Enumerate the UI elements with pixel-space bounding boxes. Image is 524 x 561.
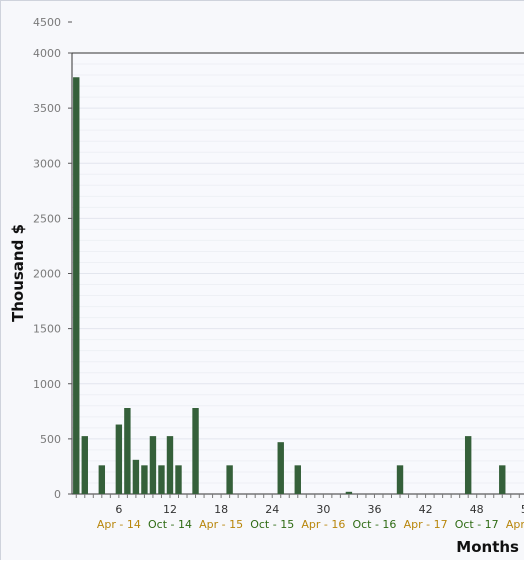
y-tick-label: 1000 <box>33 378 61 391</box>
bar <box>294 465 301 494</box>
bar <box>124 408 131 494</box>
bar <box>345 491 353 494</box>
x-tick-label: 30 <box>316 503 330 516</box>
x-tick-label: 24 <box>265 503 279 516</box>
bar <box>149 436 157 494</box>
x-tick-label: 54 <box>521 503 524 516</box>
y-tick-label: 1500 <box>33 323 61 336</box>
x-date-label: Apr - 16 <box>301 518 345 531</box>
x-date-label: Oct - 15 <box>250 518 294 531</box>
bar <box>175 465 182 494</box>
x-date-label: Oct - 14 <box>148 518 192 531</box>
x-date-label: Apr - 15 <box>199 518 243 531</box>
y-tick-label: 3000 <box>33 157 61 170</box>
bar <box>73 77 80 494</box>
y-tick-label: 500 <box>40 433 61 446</box>
bar <box>277 442 284 494</box>
y-tick-label: 2000 <box>33 268 61 281</box>
y-tick-label: 0 <box>54 488 61 501</box>
x-tick-label: 36 <box>367 503 381 516</box>
y-axis-title: Thousand $ <box>9 224 27 322</box>
bar <box>192 408 199 494</box>
bar <box>115 424 123 494</box>
bar <box>132 459 140 494</box>
bar <box>141 465 148 494</box>
y-tick-label: 4500 <box>33 16 61 29</box>
x-date-label: Apr - 17 <box>404 518 448 531</box>
bar <box>226 465 233 494</box>
bar <box>499 465 506 494</box>
x-tick-label: 18 <box>214 503 228 516</box>
x-tick-label: 6 <box>115 503 122 516</box>
bar <box>81 436 88 494</box>
x-date-label: Oct - 16 <box>352 518 396 531</box>
y-tick-label: 3500 <box>33 102 61 115</box>
bar <box>98 465 106 494</box>
x-date-label: Apr - 14 <box>97 518 141 531</box>
bar <box>464 436 472 494</box>
x-tick-label: 48 <box>470 503 484 516</box>
bar <box>158 465 165 494</box>
y-tick-label: 2500 <box>33 212 61 225</box>
x-tick-label: 12 <box>163 503 177 516</box>
y-tick-label: 4000 <box>33 47 61 60</box>
x-axis-title: Months <box>456 538 519 556</box>
x-date-label: Apr - 18 <box>506 518 524 531</box>
x-date-label: Oct - 17 <box>455 518 499 531</box>
bar <box>166 436 174 494</box>
bar <box>396 465 404 494</box>
x-tick-label: 42 <box>419 503 433 516</box>
